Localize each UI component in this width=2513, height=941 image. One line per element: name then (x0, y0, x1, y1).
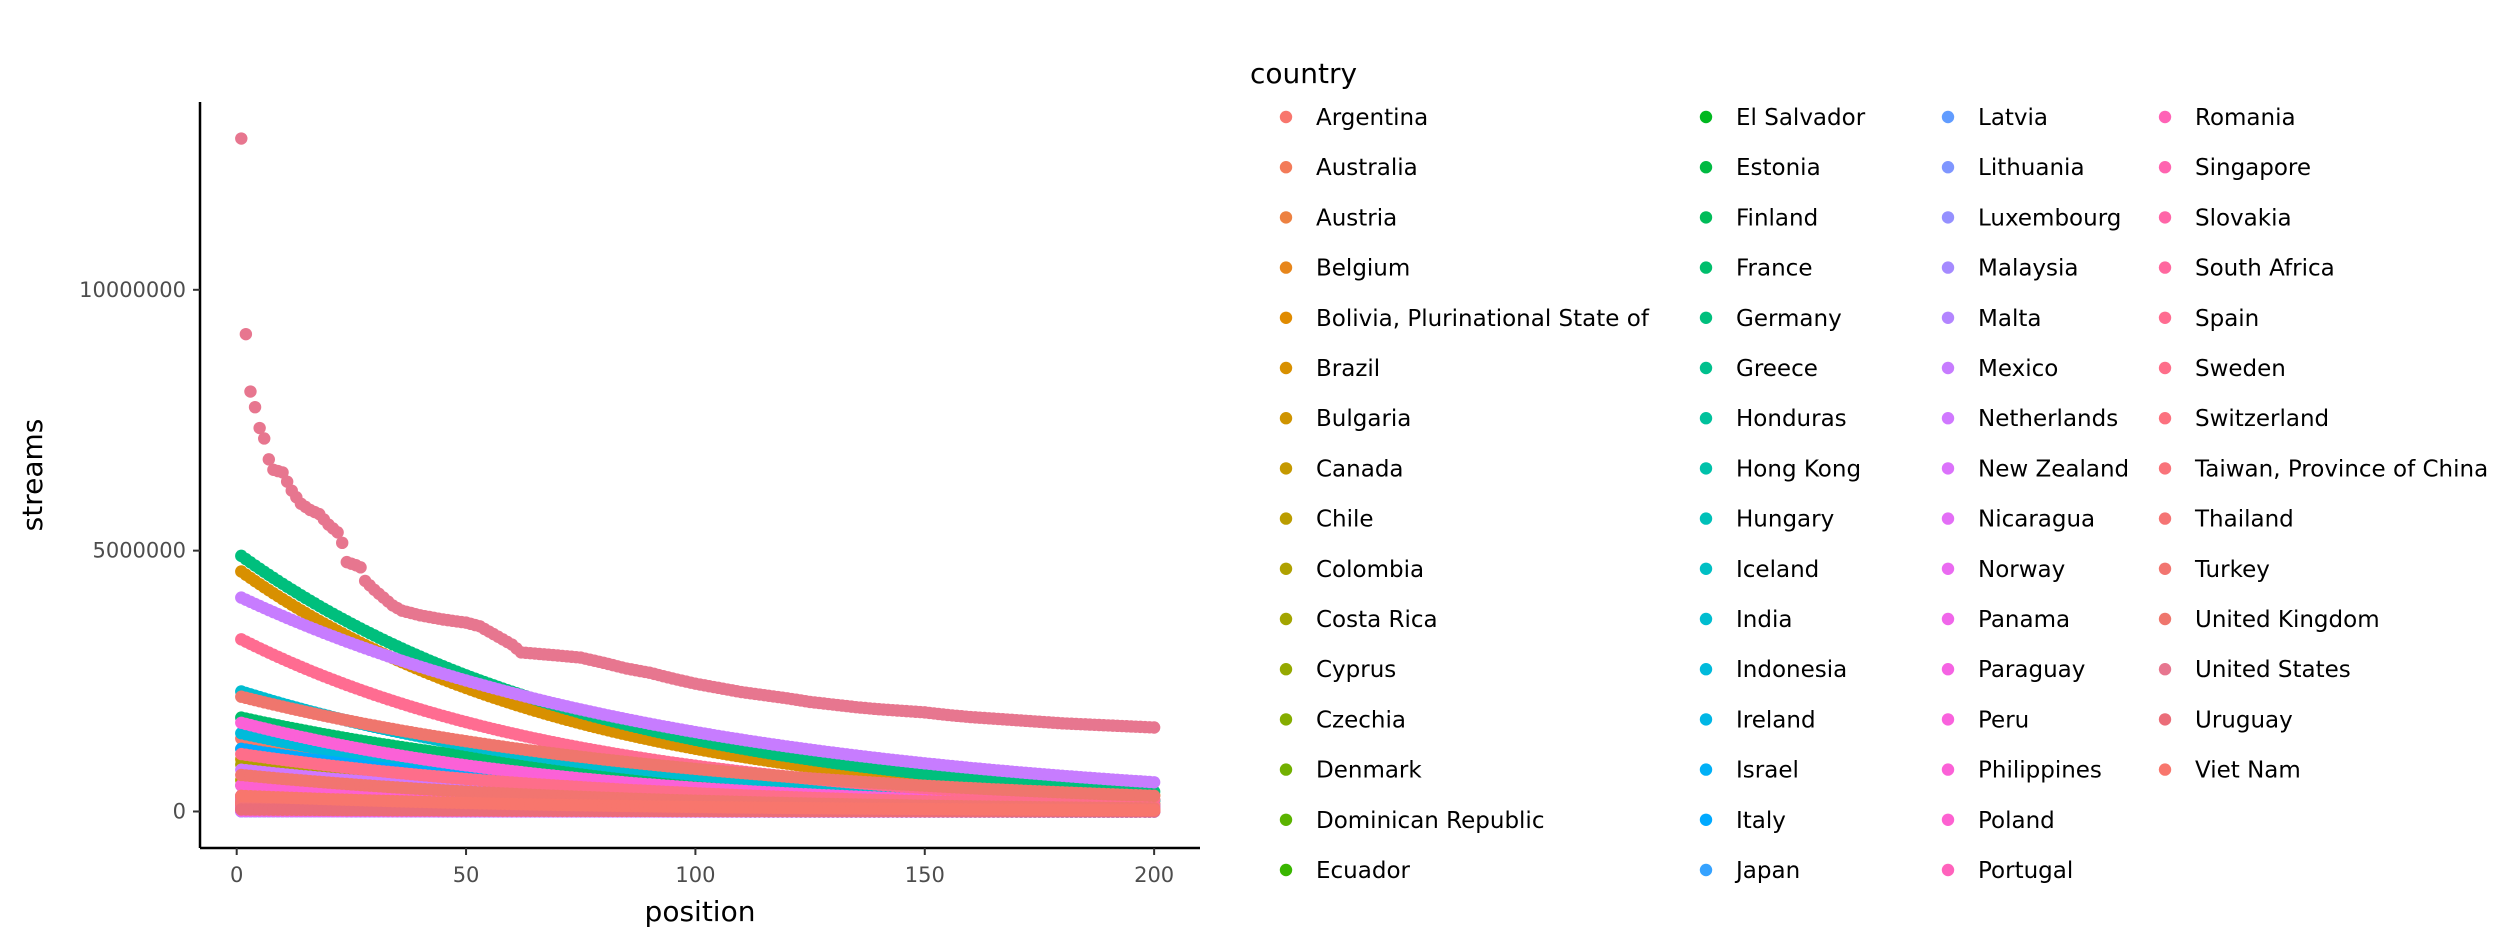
data-points (235, 132, 1161, 818)
